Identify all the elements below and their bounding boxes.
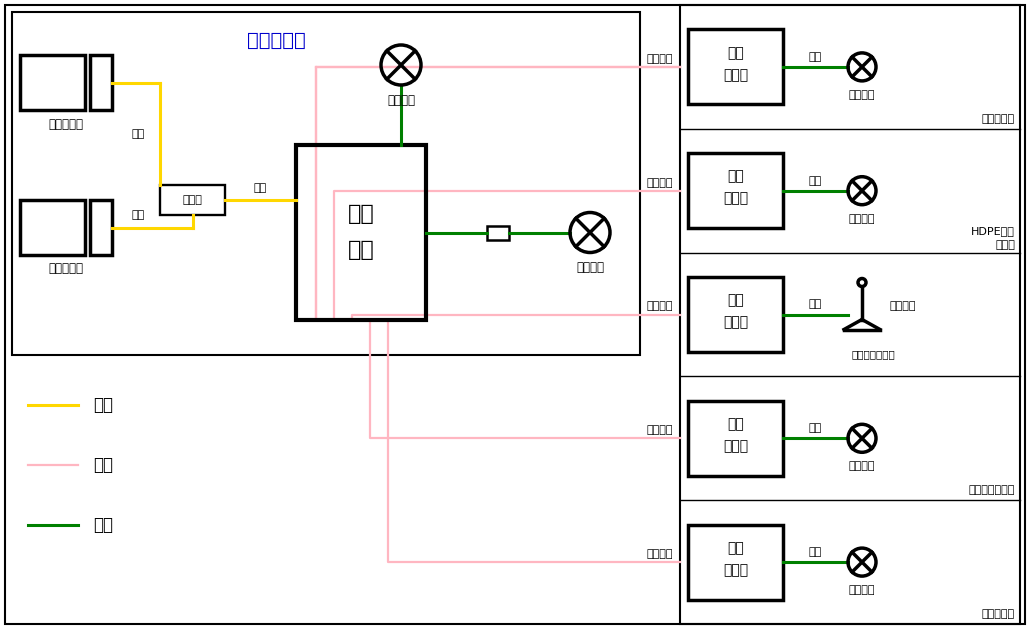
Text: 光纤: 光纤 <box>727 541 744 555</box>
Text: 调度服务器: 调度服务器 <box>48 118 83 130</box>
Text: 光纤: 光纤 <box>93 456 113 474</box>
Text: 轻烃装置机柜间: 轻烃装置机柜间 <box>968 485 1015 495</box>
Bar <box>90 200 112 255</box>
Text: 单模光纤: 单模光纤 <box>647 54 674 64</box>
Text: 调度客户端: 调度客户端 <box>48 262 83 276</box>
Bar <box>680 5 1020 624</box>
Text: 网线: 网线 <box>93 396 113 414</box>
Text: 室内天线: 室内天线 <box>849 214 875 224</box>
Text: 单模光纤: 单模光纤 <box>647 425 674 435</box>
Bar <box>296 145 426 320</box>
Text: 车间办公楼楼顶: 车间办公楼楼顶 <box>852 350 896 360</box>
Text: 馈线: 馈线 <box>809 423 822 433</box>
Text: 馈线: 馈线 <box>809 175 822 186</box>
Bar <box>487 226 509 240</box>
Text: 室内天线: 室内天线 <box>849 461 875 471</box>
Text: 灌区机柜间: 灌区机柜间 <box>982 609 1015 619</box>
Text: 光纤: 光纤 <box>727 294 744 308</box>
Text: 网线: 网线 <box>132 129 144 139</box>
Text: 馈线: 馈线 <box>809 52 822 62</box>
Text: 机柜间: 机柜间 <box>995 240 1015 250</box>
Text: 室内天线: 室内天线 <box>849 90 875 100</box>
Bar <box>20 55 85 110</box>
Text: 网线: 网线 <box>253 183 267 193</box>
Text: 光纤: 光纤 <box>727 417 744 431</box>
Bar <box>90 55 112 110</box>
Bar <box>688 30 783 104</box>
Text: 室内天线: 室内天线 <box>387 94 415 106</box>
Bar <box>688 153 783 228</box>
Text: 远端机: 远端机 <box>723 439 748 454</box>
Text: 馈线: 馈线 <box>93 516 113 534</box>
Text: 室内天线: 室内天线 <box>576 261 604 274</box>
Bar <box>160 185 225 215</box>
Text: 室外天线: 室外天线 <box>890 301 917 311</box>
Text: 单模光纤: 单模光纤 <box>647 549 674 559</box>
Bar <box>12 12 640 355</box>
Text: 馈线: 馈线 <box>809 547 822 557</box>
Text: 设备: 设备 <box>347 240 374 260</box>
Text: 中心控制室: 中心控制室 <box>246 30 305 50</box>
Text: 区域机柜间: 区域机柜间 <box>982 114 1015 124</box>
Bar <box>688 401 783 476</box>
Bar <box>20 200 85 255</box>
Text: 远端机: 远端机 <box>723 192 748 206</box>
Bar <box>688 277 783 352</box>
Text: 远端机: 远端机 <box>723 68 748 82</box>
Text: 单模光纤: 单模光纤 <box>647 301 674 311</box>
Text: 光纤: 光纤 <box>727 170 744 184</box>
Text: 基站: 基站 <box>347 204 374 225</box>
Text: 远端机: 远端机 <box>723 316 748 330</box>
Text: HDPE装置: HDPE装置 <box>971 226 1015 236</box>
Text: 交换机: 交换机 <box>182 195 203 205</box>
Bar <box>688 525 783 599</box>
Text: 网线: 网线 <box>132 211 144 221</box>
Text: 馈线: 馈线 <box>809 299 822 309</box>
Text: 远端机: 远端机 <box>723 563 748 577</box>
Text: 单模光纤: 单模光纤 <box>647 178 674 187</box>
Text: 光纤: 光纤 <box>727 46 744 60</box>
Text: 室内天线: 室内天线 <box>849 585 875 595</box>
